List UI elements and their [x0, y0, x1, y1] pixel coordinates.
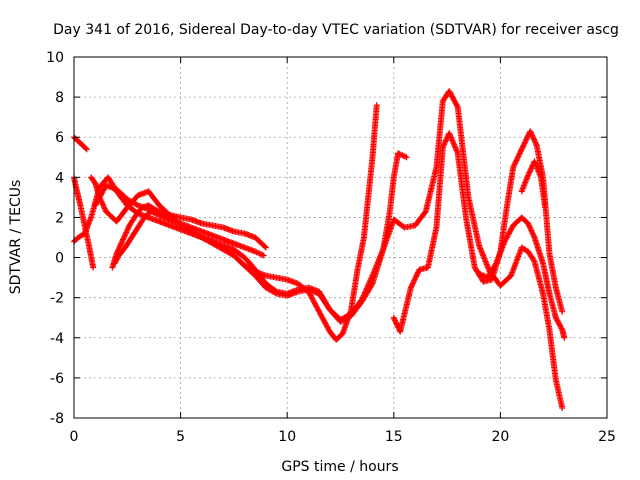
data-point [514, 154, 521, 161]
y-tick-label: 0 [55, 251, 64, 267]
y-tick-label: 10 [46, 50, 64, 66]
data-point [514, 155, 521, 162]
plot-frame [73, 56, 608, 419]
data-point [522, 139, 528, 146]
data-point [91, 179, 98, 186]
data-point [530, 257, 537, 264]
data-point [421, 209, 428, 216]
series-track-i [476, 214, 568, 341]
data-point [413, 272, 420, 279]
data-point [133, 201, 140, 208]
data-point [415, 269, 422, 276]
y-tick-label: -8 [50, 411, 64, 427]
y-tick-label: -4 [50, 331, 64, 347]
data-point [512, 160, 519, 167]
data-point [559, 308, 566, 315]
data-point [517, 149, 524, 156]
data-point [409, 281, 416, 288]
data-point [559, 404, 566, 411]
data-point [510, 162, 517, 169]
data-point [411, 276, 418, 283]
x-tick-label: 20 [491, 429, 509, 445]
data-point [407, 284, 414, 291]
y-axis-label: SDTVAR / TECUs [8, 180, 24, 295]
series-track-g [111, 208, 267, 267]
x-tick-label: 25 [598, 429, 616, 445]
data-point [515, 153, 522, 160]
data-point [520, 142, 527, 149]
data-point [558, 325, 565, 332]
data-point [524, 133, 531, 140]
data-point [414, 270, 421, 277]
data-point [518, 146, 525, 153]
data-point [408, 283, 415, 290]
data-point [513, 157, 520, 164]
grid-lines [74, 57, 607, 418]
data-point [261, 243, 268, 250]
data-point [82, 145, 89, 152]
data-point [492, 261, 499, 268]
data-point [409, 280, 416, 287]
data-point [90, 264, 97, 271]
y-tick-label: -2 [50, 291, 64, 307]
data-point [518, 147, 525, 154]
data-point [454, 102, 461, 109]
data-point [512, 158, 519, 165]
data-point [262, 244, 269, 251]
data-point [510, 164, 517, 171]
x-tick-label: 15 [385, 429, 403, 445]
data-point [542, 204, 549, 211]
y-tick-label: 6 [55, 130, 64, 146]
y-tick-label: 8 [55, 90, 64, 106]
data-point [373, 102, 380, 109]
data-point [520, 143, 527, 150]
data-point [516, 151, 523, 158]
series-track-j [518, 158, 549, 211]
x-tick-label: 0 [70, 429, 79, 445]
x-tick-label: 5 [176, 429, 185, 445]
data-point [412, 274, 419, 281]
data-point [272, 289, 279, 296]
data-point [516, 150, 523, 157]
y-tick-label: -6 [50, 371, 64, 387]
data-points [71, 88, 568, 411]
data-point [260, 252, 267, 259]
data-point [523, 136, 530, 143]
data-point [523, 135, 530, 142]
data-point [511, 161, 518, 168]
series-track-c [71, 174, 97, 271]
data-point [413, 273, 420, 280]
data-point [403, 154, 410, 161]
y-tick-label: 2 [55, 210, 64, 226]
x-axis-label: GPS time / hours [281, 459, 398, 475]
data-point [410, 279, 417, 286]
data-point [522, 137, 529, 144]
axis-ticks: 0 5 10 15 20 25 -8 -6 -4 -2 0 2 4 6 8 10 [46, 50, 616, 445]
y-tick-label: 4 [55, 170, 64, 186]
series-track-e [92, 88, 566, 411]
x-tick-label: 10 [278, 429, 296, 445]
data-point [521, 140, 528, 147]
data-point [561, 334, 568, 341]
chart-title: Day 341 of 2016, Sidereal Day-to-day VTE… [53, 22, 619, 38]
data-point [519, 144, 526, 151]
data-point [83, 146, 90, 153]
data-point [411, 277, 418, 284]
